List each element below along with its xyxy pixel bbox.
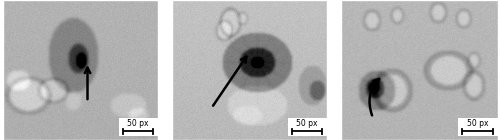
- Bar: [118, 118, 160, 136]
- Text: 50 px: 50 px: [296, 118, 318, 128]
- Text: 50 px: 50 px: [467, 118, 488, 128]
- Bar: [458, 118, 500, 136]
- Text: 50 px: 50 px: [127, 118, 148, 128]
- Bar: [288, 118, 330, 136]
